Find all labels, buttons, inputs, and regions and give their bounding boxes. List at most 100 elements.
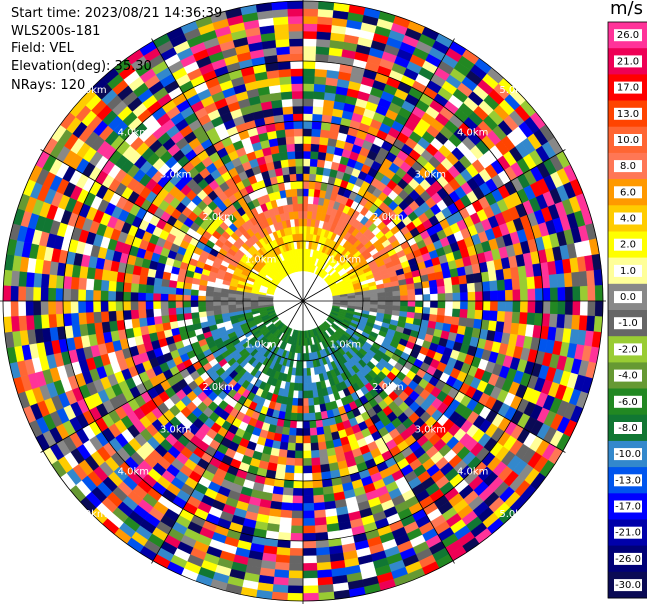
radar-gate-cell bbox=[18, 270, 28, 287]
radar-gate-cell bbox=[504, 278, 513, 291]
radar-gate-cell bbox=[167, 286, 177, 295]
radar-gate-cell bbox=[302, 465, 313, 474]
radar-gate-cell bbox=[307, 390, 314, 399]
radar-gate-cell bbox=[317, 576, 334, 586]
radar-gate-cell bbox=[309, 427, 318, 437]
radar-gate-cell bbox=[279, 151, 289, 161]
radar-gate-cell bbox=[460, 300, 469, 310]
radar-gate-cell bbox=[312, 487, 324, 496]
radar-gate-cell bbox=[55, 300, 64, 315]
radar-gate-cell bbox=[362, 293, 371, 299]
radar-gate-cell bbox=[145, 292, 154, 302]
colorbar-tick-label: 13.0 bbox=[617, 109, 639, 120]
radar-gate-cell bbox=[302, 360, 307, 369]
radar-gate-cell bbox=[414, 288, 424, 296]
radar-gate-cell bbox=[279, 441, 289, 451]
radar-gate-cell bbox=[62, 300, 72, 314]
radar-gate-cell bbox=[302, 353, 307, 362]
radar-gate-cell bbox=[437, 285, 446, 295]
radar-gate-cell bbox=[175, 294, 184, 302]
range-ring-label: 1.0km bbox=[330, 339, 361, 350]
radar-gate-cell bbox=[504, 289, 514, 302]
colorbar-tick-label: -4.0 bbox=[618, 371, 638, 382]
radar-gate-cell bbox=[309, 173, 317, 182]
radar-gate-cell bbox=[300, 248, 304, 257]
radar-gate-cell bbox=[302, 30, 318, 40]
radar-gate-cell bbox=[277, 531, 292, 541]
radar-gate-cell bbox=[190, 311, 200, 319]
radar-gate-cell bbox=[436, 314, 445, 324]
radar-gate-cell bbox=[70, 300, 79, 314]
radar-gate-cell bbox=[377, 292, 386, 298]
radar-gate-cell bbox=[450, 276, 460, 286]
radar-gate-cell bbox=[85, 300, 94, 313]
radar-gate-cell bbox=[115, 300, 124, 312]
radar-gate-cell bbox=[415, 294, 424, 302]
radar-gate-cell bbox=[291, 195, 299, 205]
radar-gate-cell bbox=[302, 390, 309, 399]
radar-gate-cell bbox=[302, 487, 314, 497]
radar-gate-cell bbox=[292, 113, 304, 122]
radar-gate-cell bbox=[280, 502, 293, 511]
radar-gate-cell bbox=[443, 277, 453, 287]
radar-gate-cell bbox=[10, 315, 20, 332]
radar-gate-cell bbox=[287, 150, 296, 160]
radar-gate-cell bbox=[316, 569, 333, 579]
radar-gate-cell bbox=[450, 316, 460, 326]
radar-gate-cell bbox=[307, 397, 315, 407]
radar-gate-cell bbox=[289, 53, 304, 62]
radar-gate-cell bbox=[458, 317, 468, 328]
radar-gate-cell bbox=[100, 310, 110, 323]
radar-gate-cell bbox=[519, 300, 529, 314]
radar-gate-cell bbox=[273, 160, 283, 170]
radar-gate-cell bbox=[299, 233, 304, 242]
radar-gate-cell bbox=[317, 16, 334, 26]
radar-gate-cell bbox=[137, 300, 146, 310]
radar-gate-cell bbox=[160, 300, 169, 309]
radar-gate-cell bbox=[541, 274, 551, 289]
radar-gate-cell bbox=[316, 23, 333, 33]
radar-gate-cell bbox=[296, 420, 304, 429]
colorbar-tick-label: -8.0 bbox=[618, 423, 638, 434]
radar-gate-cell bbox=[302, 480, 314, 489]
radar-gate-cell bbox=[307, 195, 315, 205]
radar-gate-cell bbox=[497, 290, 506, 302]
radar-gate-cell bbox=[296, 405, 304, 414]
radar-gate-cell bbox=[48, 313, 58, 328]
radar-gate-cell bbox=[25, 300, 34, 316]
radar-gate-cell bbox=[296, 240, 301, 250]
radar-gate-cell bbox=[32, 286, 42, 302]
radar-gate-cell bbox=[313, 91, 326, 100]
radar-gate-cell bbox=[115, 281, 125, 292]
radar-gate-cell bbox=[92, 300, 102, 313]
radar-gate-cell bbox=[302, 495, 314, 504]
radar-gate-cell bbox=[205, 300, 214, 307]
radar-gate-cell bbox=[302, 570, 318, 579]
radar-gate-cell bbox=[275, 38, 290, 48]
radar-gate-cell bbox=[571, 271, 581, 288]
radar-gate-cell bbox=[274, 561, 290, 571]
radar-gate-cell bbox=[302, 577, 319, 587]
radar-gate-cell bbox=[563, 314, 573, 330]
radar-gate-cell bbox=[302, 113, 314, 122]
radar-gate-cell bbox=[290, 517, 304, 527]
radar-gate-cell bbox=[370, 296, 379, 302]
radar-gate-cell bbox=[286, 449, 296, 459]
radar-gate-cell bbox=[276, 546, 291, 556]
radar-gate-cell bbox=[288, 562, 304, 572]
radar-gate-cell bbox=[385, 296, 394, 302]
radar-gate-cell bbox=[302, 585, 319, 594]
radar-gate-cell bbox=[314, 61, 329, 71]
radar-gate-cell bbox=[286, 143, 296, 153]
radar-gate-cell bbox=[291, 90, 304, 100]
radar-gate-cell bbox=[302, 592, 319, 602]
radar-gate-cell bbox=[137, 308, 147, 319]
radar-gate-cell bbox=[578, 315, 588, 332]
radar-gate-cell bbox=[519, 312, 528, 325]
radar-gate-cell bbox=[297, 390, 304, 399]
radar-gate-cell bbox=[293, 473, 304, 482]
colorbar-tick-label: 1.0 bbox=[620, 266, 636, 277]
radar-gate-cell bbox=[197, 305, 207, 313]
range-ring-label: 4.0km bbox=[457, 127, 488, 138]
radar-gate-cell bbox=[33, 272, 43, 288]
